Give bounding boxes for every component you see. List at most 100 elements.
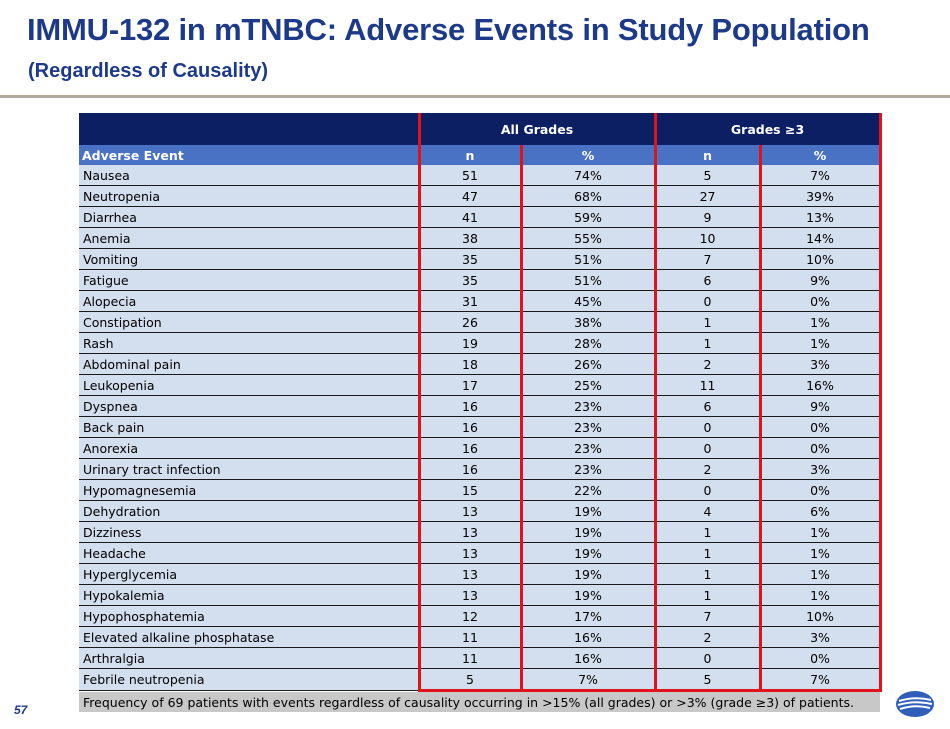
grade3-percent: 1% [758, 332, 882, 354]
table-row: Nausea 51 74% 5 7% [79, 165, 882, 186]
grade3-n: 10 [653, 227, 761, 249]
grade3-percent: 0% [758, 437, 882, 459]
all-grades-percent: 17% [519, 605, 656, 627]
table-row: Headache 13 19% 1 1% [79, 542, 882, 564]
grade3-n: 0 [653, 647, 761, 669]
table-row: Diarrhea 41 59% 9 13% [79, 206, 882, 228]
table-row: Fatigue 35 51% 6 9% [79, 269, 882, 291]
all-grades-percent: 23% [519, 395, 656, 417]
event-name: Headache [79, 542, 419, 564]
grade3-percent: 0% [758, 290, 882, 312]
all-grades-n: 13 [417, 500, 521, 522]
all-grades-n: 19 [417, 332, 521, 354]
grade3-n: 1 [653, 563, 761, 585]
all-grades-n: 5 [417, 668, 521, 692]
event-name: Constipation [79, 311, 419, 333]
table-row: Back pain 16 23% 0 0% [79, 416, 882, 438]
all-grades-n: 13 [417, 521, 521, 543]
grade3-percent: 16% [758, 374, 882, 396]
table-row: Hypokalemia 13 19% 1 1% [79, 584, 882, 606]
event-name: Fatigue [79, 269, 419, 291]
adverse-events-table: All Grades Grades ≥3 Adverse Event n % n… [79, 113, 882, 712]
table-row: Hyperglycemia 13 19% 1 1% [79, 563, 882, 585]
event-name: Diarrhea [79, 206, 419, 228]
grade3-percent: 0% [758, 647, 882, 669]
table-body: Nausea 51 74% 5 7% Neutropenia 47 68% 27 39% Diarr… [79, 165, 882, 692]
all-grades-percent: 28% [519, 332, 656, 354]
column-header-all-n: n [417, 145, 521, 165]
grade3-percent: 10% [758, 605, 882, 627]
event-name: Nausea [79, 165, 419, 186]
group-header-row: All Grades Grades ≥3 [79, 113, 882, 145]
table-row: Febrile neutropenia 5 7% 5 7% [79, 668, 882, 692]
group-header-blank [79, 113, 419, 145]
all-grades-n: 31 [417, 290, 521, 312]
grade3-n: 0 [653, 479, 761, 501]
grade3-n: 0 [653, 290, 761, 312]
table-row: Neutropenia 47 68% 27 39% [79, 185, 882, 207]
column-header-grade3-percent: % [758, 145, 882, 165]
grade3-n: 4 [653, 500, 761, 522]
all-grades-percent: 23% [519, 416, 656, 438]
grade3-percent: 0% [758, 479, 882, 501]
grade3-n: 1 [653, 332, 761, 354]
all-grades-percent: 19% [519, 521, 656, 543]
all-grades-n: 35 [417, 269, 521, 291]
event-name: Urinary tract infection [79, 458, 419, 480]
all-grades-n: 47 [417, 185, 521, 207]
all-grades-percent: 19% [519, 542, 656, 564]
column-header-adverse-event: Adverse Event [79, 145, 419, 165]
event-name: Anorexia [79, 437, 419, 459]
grade3-n: 2 [653, 626, 761, 648]
all-grades-n: 11 [417, 626, 521, 648]
all-grades-n: 51 [417, 165, 521, 186]
grade3-n: 5 [653, 165, 761, 186]
grade3-n: 1 [653, 584, 761, 606]
all-grades-percent: 19% [519, 584, 656, 606]
group-header-grades-3-plus: Grades ≥3 [653, 113, 882, 145]
all-grades-percent: 23% [519, 458, 656, 480]
grade3-percent: 3% [758, 353, 882, 375]
all-grades-n: 16 [417, 416, 521, 438]
grade3-percent: 3% [758, 626, 882, 648]
grade3-percent: 1% [758, 542, 882, 564]
all-grades-n: 18 [417, 353, 521, 375]
grade3-percent: 14% [758, 227, 882, 249]
grade3-percent: 1% [758, 311, 882, 333]
all-grades-n: 16 [417, 437, 521, 459]
all-grades-percent: 51% [519, 269, 656, 291]
all-grades-percent: 74% [519, 165, 656, 186]
all-grades-n: 17 [417, 374, 521, 396]
column-header-row: Adverse Event n % n % [79, 145, 882, 165]
grade3-percent: 1% [758, 521, 882, 543]
column-header-grade3-n: n [653, 145, 761, 165]
grade3-n: 11 [653, 374, 761, 396]
table-row: Constipation 26 38% 1 1% [79, 311, 882, 333]
grade3-n: 0 [653, 437, 761, 459]
company-logo-icon [896, 691, 934, 717]
all-grades-n: 11 [417, 647, 521, 669]
table-row: Arthralgia 11 16% 0 0% [79, 647, 882, 669]
table-row: Abdominal pain 18 26% 2 3% [79, 353, 882, 375]
table-row: Urinary tract infection 16 23% 2 3% [79, 458, 882, 480]
grade3-n: 7 [653, 248, 761, 270]
grade3-percent: 39% [758, 185, 882, 207]
event-name: Dizziness [79, 521, 419, 543]
all-grades-percent: 59% [519, 206, 656, 228]
event-name: Dehydration [79, 500, 419, 522]
grade3-n: 6 [653, 269, 761, 291]
all-grades-percent: 68% [519, 185, 656, 207]
grade3-n: 2 [653, 458, 761, 480]
event-name: Back pain [79, 416, 419, 438]
event-name: Elevated alkaline phosphatase [79, 626, 419, 648]
grade3-percent: 1% [758, 584, 882, 606]
all-grades-n: 26 [417, 311, 521, 333]
all-grades-n: 16 [417, 458, 521, 480]
table-row: Anorexia 16 23% 0 0% [79, 437, 882, 459]
all-grades-n: 13 [417, 563, 521, 585]
all-grades-percent: 26% [519, 353, 656, 375]
slide-title: IMMU-132 in mTNBC: Adverse Events in Stu… [27, 12, 870, 47]
group-header-all-grades: All Grades [417, 113, 656, 145]
grade3-n: 1 [653, 521, 761, 543]
grade3-percent: 9% [758, 395, 882, 417]
